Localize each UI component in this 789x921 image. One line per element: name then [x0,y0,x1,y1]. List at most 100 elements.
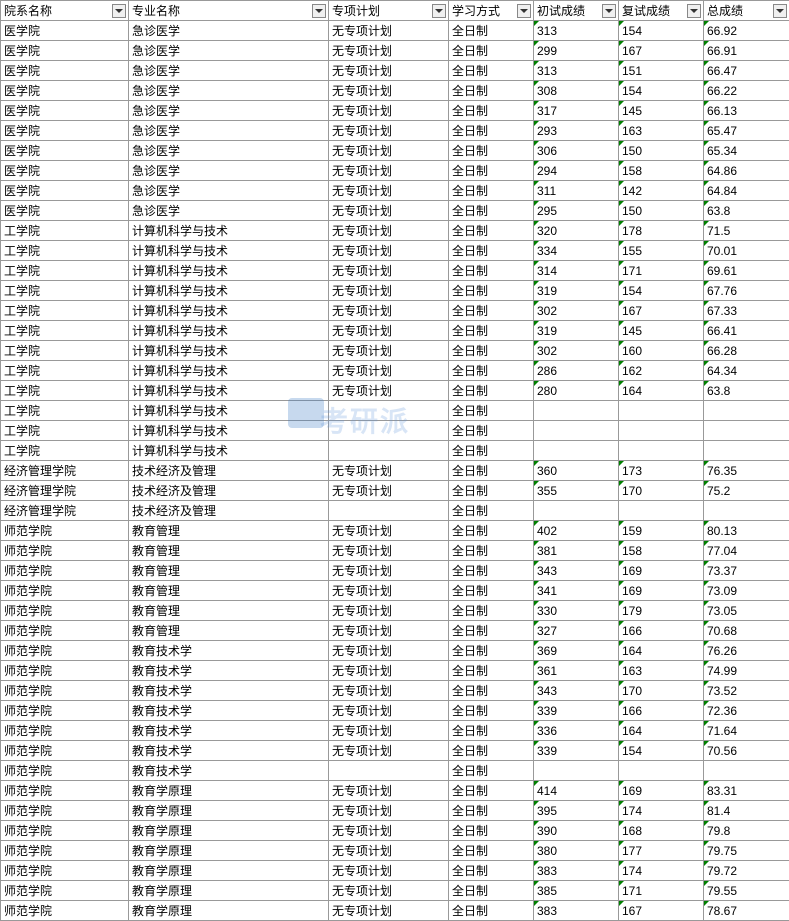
table-cell [704,401,789,421]
table-cell: 师范学院 [1,881,129,901]
table-row: 师范学院教育管理无专项计划全日制40215980.13 [1,521,789,541]
table-cell: 295 [534,201,619,221]
table-row: 工学院计算机科学与技术无专项计划全日制31417169.61 [1,261,789,281]
column-header[interactable]: 初试成绩 [534,1,619,21]
table-cell: 71.64 [704,721,789,741]
table-row: 医学院急诊医学无专项计划全日制29316365.47 [1,121,789,141]
table-cell: 164 [619,721,704,741]
table-row: 经济管理学院技术经济及管理全日制 [1,501,789,521]
table-cell: 师范学院 [1,801,129,821]
table-cell: 经济管理学院 [1,481,129,501]
table-row: 师范学院教育学原理无专项计划全日制39517481.4 [1,801,789,821]
table-cell: 工学院 [1,401,129,421]
table-cell: 158 [619,541,704,561]
table-cell: 教育管理 [129,521,329,541]
column-header[interactable]: 学习方式 [449,1,534,21]
table-cell: 无专项计划 [329,81,449,101]
table-cell [704,441,789,461]
table-cell: 63.8 [704,381,789,401]
filter-dropdown-icon[interactable] [312,4,326,18]
column-header[interactable]: 专业名称 [129,1,329,21]
table-cell: 142 [619,181,704,201]
table-cell: 无专项计划 [329,521,449,541]
table-cell: 医学院 [1,201,129,221]
table-cell: 技术经济及管理 [129,481,329,501]
table-cell: 294 [534,161,619,181]
table-cell: 无专项计划 [329,781,449,801]
table-cell: 无专项计划 [329,801,449,821]
table-cell: 83.31 [704,781,789,801]
table-cell: 64.86 [704,161,789,181]
table-cell: 全日制 [449,461,534,481]
table-cell: 无专项计划 [329,461,449,481]
table-cell: 计算机科学与技术 [129,301,329,321]
table-cell: 全日制 [449,241,534,261]
table-cell: 教育学原理 [129,821,329,841]
table-cell: 师范学院 [1,541,129,561]
table-cell: 313 [534,61,619,81]
table-cell: 急诊医学 [129,21,329,41]
column-header[interactable]: 院系名称 [1,1,129,21]
table-cell: 164 [619,641,704,661]
table-cell: 369 [534,641,619,661]
table-cell: 医学院 [1,121,129,141]
column-header-label: 总成绩 [707,4,743,18]
table-cell: 336 [534,721,619,741]
column-header[interactable]: 专项计划 [329,1,449,21]
table-row: 师范学院教育管理无专项计划全日制38115877.04 [1,541,789,561]
table-row: 师范学院教育技术学无专项计划全日制33915470.56 [1,741,789,761]
table-cell: 286 [534,361,619,381]
filter-dropdown-icon[interactable] [687,4,701,18]
table-cell: 教育学原理 [129,801,329,821]
table-cell: 无专项计划 [329,41,449,61]
table-row: 师范学院教育学原理无专项计划全日制39016879.8 [1,821,789,841]
table-cell: 工学院 [1,441,129,461]
table-cell: 医学院 [1,161,129,181]
filter-dropdown-icon[interactable] [773,4,787,18]
table-cell: 教育技术学 [129,661,329,681]
filter-dropdown-icon[interactable] [432,4,446,18]
column-header-label: 专项计划 [332,4,380,18]
table-cell: 工学院 [1,321,129,341]
table-cell: 教育学原理 [129,861,329,881]
table-cell: 380 [534,841,619,861]
table-cell: 154 [619,281,704,301]
table-cell: 教育学原理 [129,781,329,801]
table-cell: 急诊医学 [129,181,329,201]
table-row: 师范学院教育管理无专项计划全日制32716670.68 [1,621,789,641]
table-cell: 全日制 [449,141,534,161]
table-row: 工学院计算机科学与技术无专项计划全日制31914566.41 [1,321,789,341]
column-header[interactable]: 总成绩 [704,1,789,21]
table-row: 工学院计算机科学与技术无专项计划全日制33415570.01 [1,241,789,261]
table-cell: 166 [619,701,704,721]
filter-dropdown-icon[interactable] [112,4,126,18]
table-cell: 工学院 [1,261,129,281]
table-cell: 无专项计划 [329,61,449,81]
table-cell: 师范学院 [1,781,129,801]
table-cell: 计算机科学与技术 [129,261,329,281]
column-header[interactable]: 复试成绩 [619,1,704,21]
table-cell: 76.26 [704,641,789,661]
table-cell: 全日制 [449,381,534,401]
table-cell: 339 [534,741,619,761]
filter-dropdown-icon[interactable] [517,4,531,18]
table-cell: 师范学院 [1,841,129,861]
table-cell: 医学院 [1,141,129,161]
table-cell: 162 [619,361,704,381]
table-cell: 工学院 [1,241,129,261]
table-cell: 78.67 [704,901,789,921]
filter-dropdown-icon[interactable] [602,4,616,18]
table-cell: 308 [534,81,619,101]
table-cell: 无专项计划 [329,181,449,201]
table-cell: 医学院 [1,81,129,101]
table-row: 师范学院教育管理无专项计划全日制33017973.05 [1,601,789,621]
table-row: 师范学院教育学原理无专项计划全日制41416983.31 [1,781,789,801]
table-cell: 教育学原理 [129,901,329,921]
table-cell: 81.4 [704,801,789,821]
table-cell: 150 [619,141,704,161]
table-row: 工学院计算机科学与技术无专项计划全日制30216066.28 [1,341,789,361]
table-cell: 无专项计划 [329,301,449,321]
table-cell: 计算机科学与技术 [129,421,329,441]
table-cell: 173 [619,461,704,481]
table-cell: 全日制 [449,321,534,341]
